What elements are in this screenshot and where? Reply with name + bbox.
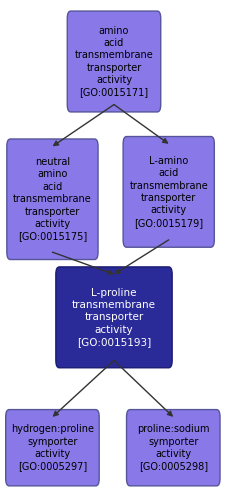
Text: amino
acid
transmembrane
transporter
activity
[GO:0015171]: amino acid transmembrane transporter act… [74, 26, 153, 97]
FancyBboxPatch shape [67, 11, 160, 112]
Text: L-proline
transmembrane
transporter
activity
[GO:0015193]: L-proline transmembrane transporter acti… [72, 287, 155, 347]
Text: L-amino
acid
transmembrane
transporter
activity
[GO:0015179]: L-amino acid transmembrane transporter a… [129, 156, 207, 228]
FancyBboxPatch shape [126, 409, 219, 486]
FancyBboxPatch shape [6, 409, 99, 486]
FancyBboxPatch shape [7, 139, 98, 260]
Text: neutral
amino
acid
transmembrane
transporter
activity
[GO:0015175]: neutral amino acid transmembrane transpo… [13, 157, 91, 242]
FancyBboxPatch shape [56, 267, 171, 368]
Text: proline:sodium
symporter
activity
[GO:0005298]: proline:sodium symporter activity [GO:00… [136, 424, 209, 471]
FancyBboxPatch shape [123, 136, 213, 247]
Text: hydrogen:proline
symporter
activity
[GO:0005297]: hydrogen:proline symporter activity [GO:… [11, 424, 94, 471]
